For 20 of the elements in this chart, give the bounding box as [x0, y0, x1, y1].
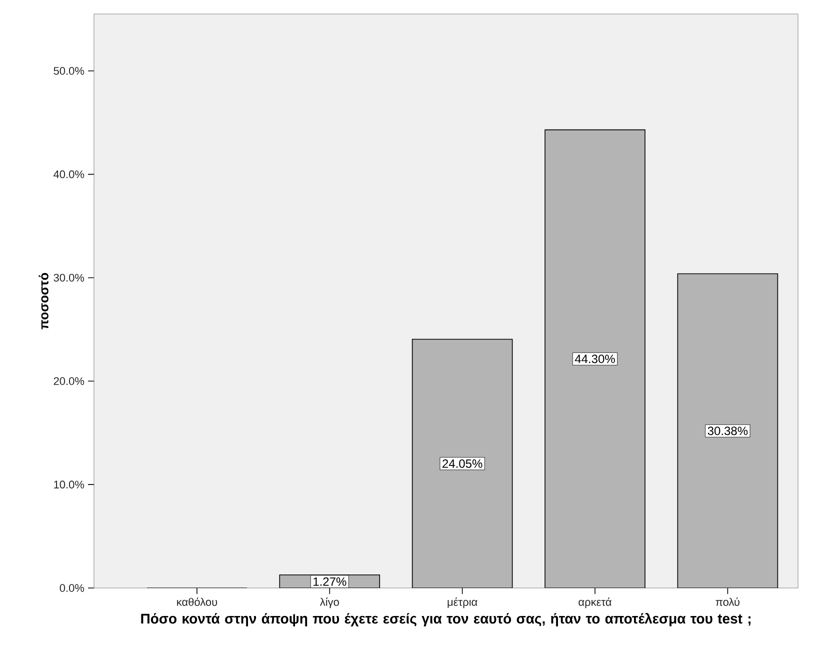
x-tick-label: αρκετά — [578, 598, 612, 608]
y-tick-label: 10.0% — [54, 480, 84, 488]
x-tick-label: καθόλου — [177, 598, 218, 606]
x-tick-label: πολύ — [716, 598, 740, 606]
data-label: 44.30% — [574, 354, 615, 364]
bar — [412, 338, 513, 588]
x-axis-title: Πόσο κοντά στην άποψη που έχετε εσείς για τον εαυτό σας, ήταν το αποτέλεσμα του test ; — [141, 612, 750, 626]
x-tick-label: λίγο — [320, 598, 339, 608]
y-axis-title: ποσοστό — [38, 272, 48, 330]
y-tick-label: 20.0% — [54, 377, 84, 386]
bar — [544, 129, 646, 588]
data-label: 30.38% — [708, 426, 748, 436]
data-label: 24.05% — [442, 459, 482, 468]
y-tick-label: 40.0% — [54, 170, 84, 178]
y-tick-label: 0.0% — [60, 584, 84, 592]
y-tick-label: 30.0% — [54, 274, 84, 282]
y-tick-label: 50.0% — [54, 66, 84, 75]
bar — [677, 273, 778, 588]
x-tick-label: μέτρια — [448, 598, 478, 608]
data-label: 1.27% — [314, 577, 346, 586]
